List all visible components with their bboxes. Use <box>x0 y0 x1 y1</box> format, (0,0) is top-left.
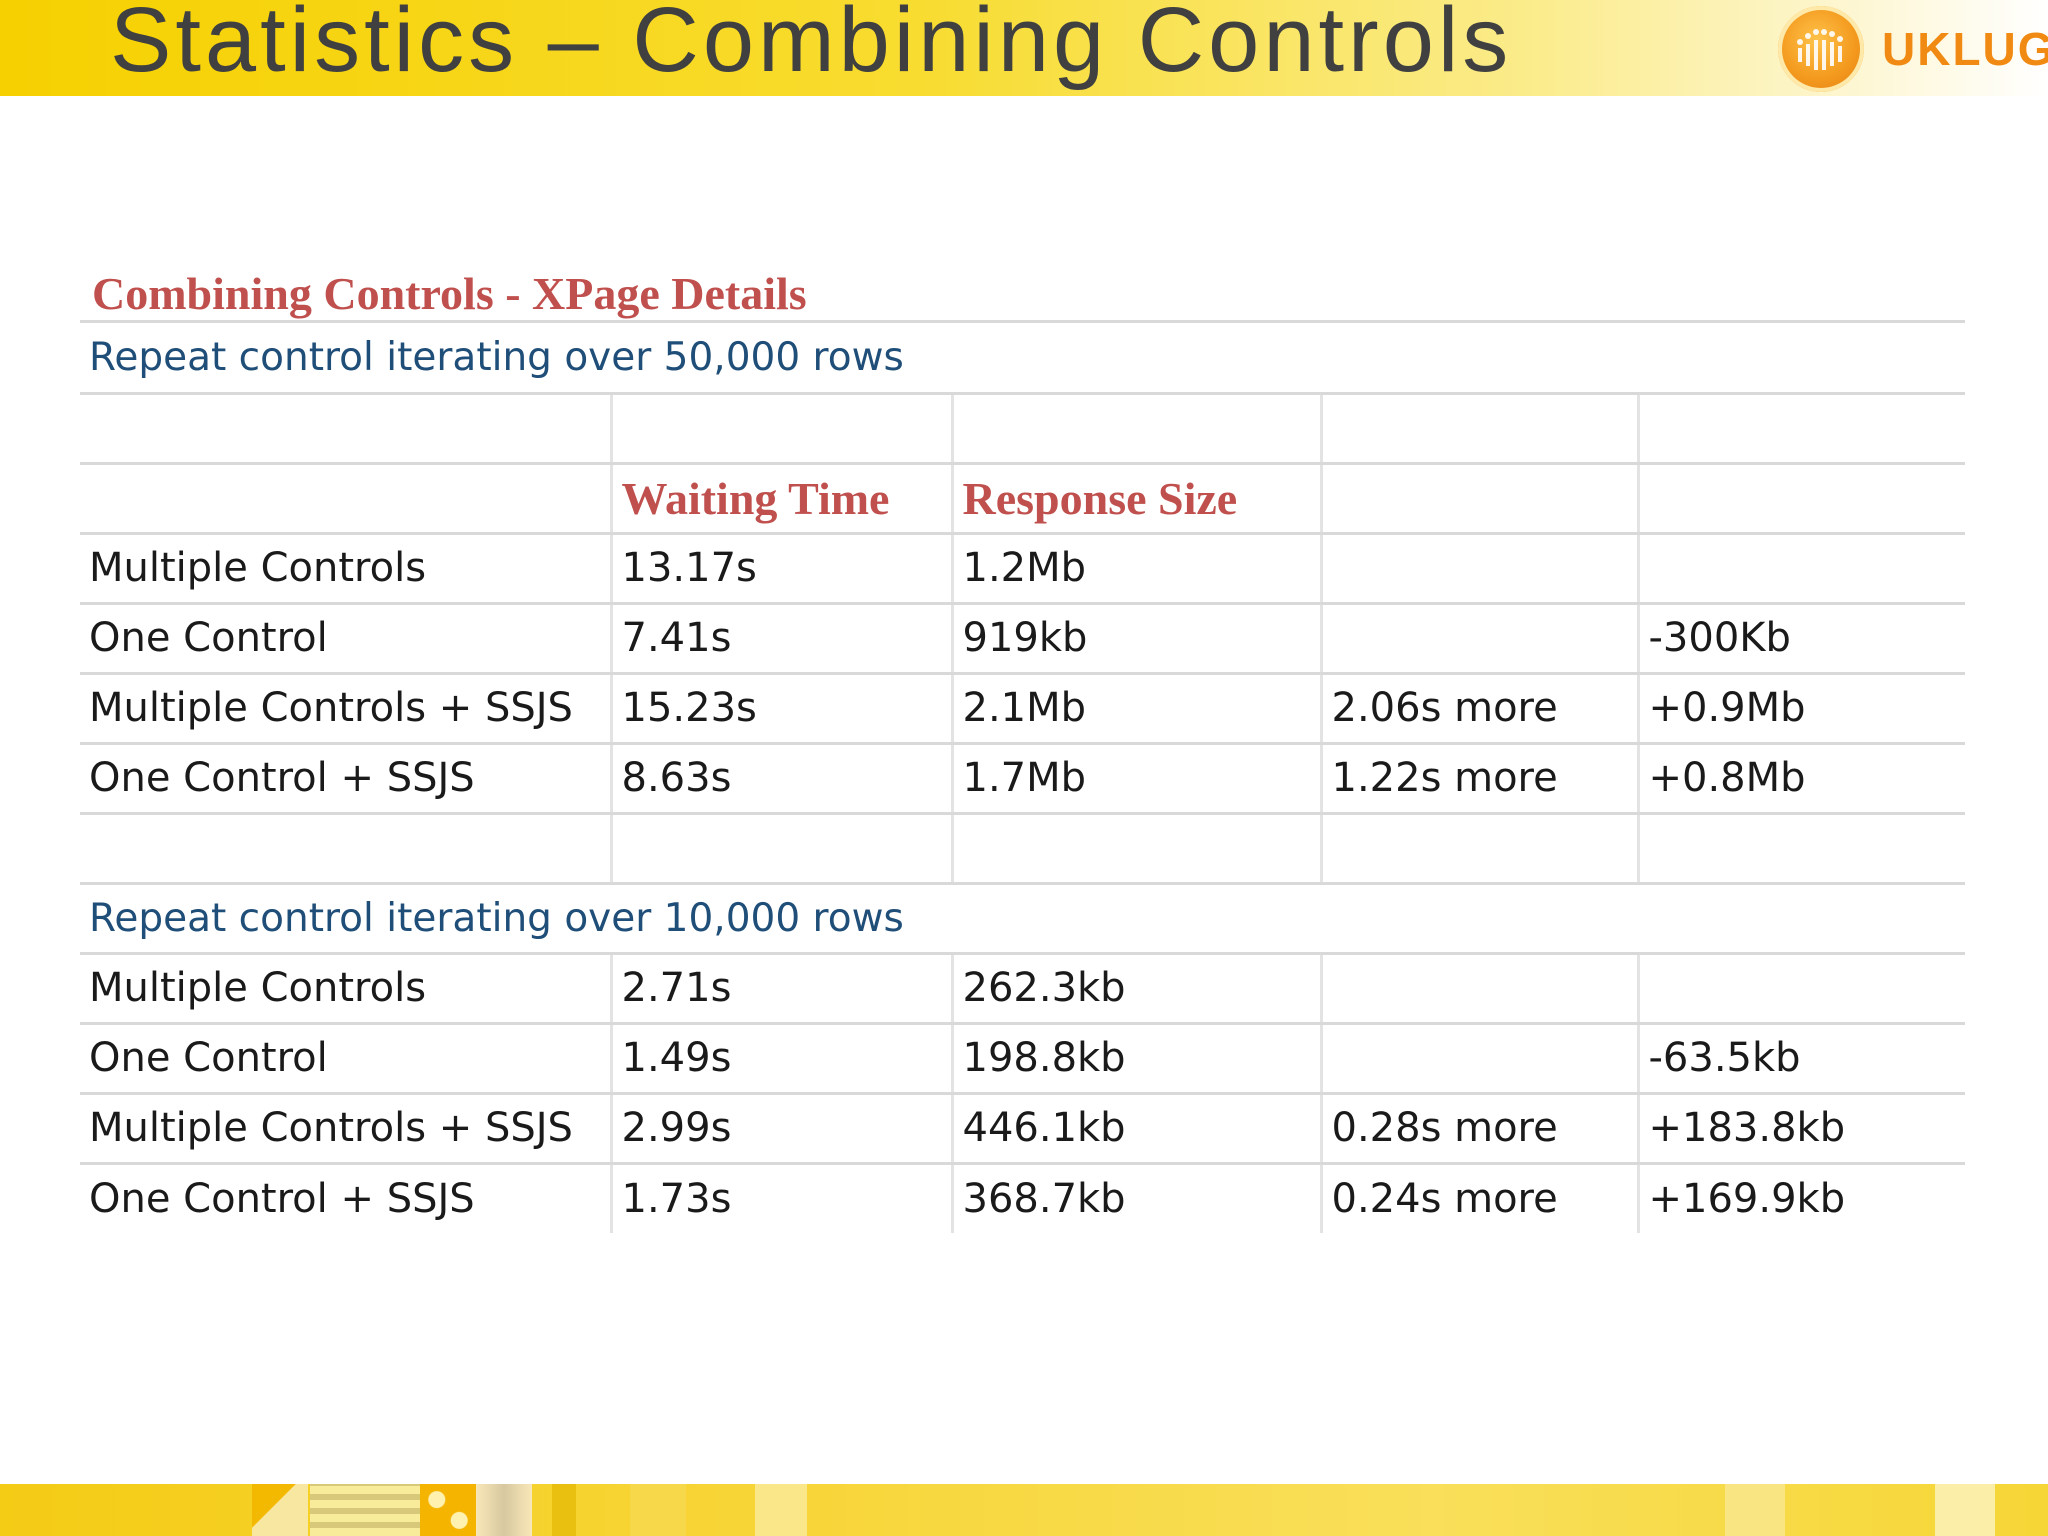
table-row: One Control + SSJS 1.73s 368.7kb 0.24s m… <box>80 1163 1966 1233</box>
footer-pattern <box>310 1484 420 1536</box>
header-cell <box>1636 463 1966 535</box>
column-header-row: Waiting Time Response Size <box>80 463 1966 535</box>
section-title: Combining Controls - XPage Details <box>80 255 1965 323</box>
row-label: One Control + SSJS <box>89 1175 475 1222</box>
size-diff-cell: +169.9kb <box>1636 1163 1966 1233</box>
waiting-time-cell: 15.23s <box>609 673 952 745</box>
details-table: Repeat control iterating over 50,000 row… <box>80 323 1966 1233</box>
slide-header: Statistics – Combining Controls UKLUG <box>0 0 2048 96</box>
header-cell <box>1319 463 1638 535</box>
time-diff-cell: 1.22s more <box>1319 743 1638 815</box>
table-row: Multiple Controls 13.17s 1.2Mb <box>80 533 1966 605</box>
header-cell <box>80 463 611 535</box>
uklug-logo-icon <box>1778 6 1864 92</box>
table-row: One Control + SSJS 8.63s 1.7Mb 1.22s mor… <box>80 743 1966 815</box>
time-diff-cell: 0.24s more <box>1319 1163 1638 1233</box>
group-label-50000: Repeat control iterating over 50,000 row… <box>80 323 1966 395</box>
footer-pattern <box>252 1484 308 1536</box>
table-row: Multiple Controls 2.71s 262.3kb <box>80 953 1966 1025</box>
response-size-cell: 198.8kb <box>950 1023 1321 1095</box>
header-waiting-time: Waiting Time <box>609 463 952 535</box>
footer-pattern <box>420 1484 476 1536</box>
blank-row <box>80 813 1966 885</box>
time-diff-cell <box>1319 953 1638 1025</box>
table-row: One Control 7.41s 919kb -300Kb <box>80 603 1966 675</box>
group-label-row: Repeat control iterating over 50,000 row… <box>80 323 1966 395</box>
group-label-10000: Repeat control iterating over 10,000 row… <box>80 883 1966 955</box>
waiting-time-cell: 2.71s <box>609 953 952 1025</box>
row-label: One Control <box>80 603 611 675</box>
row-label: Multiple Controls <box>80 953 611 1025</box>
time-diff-cell <box>1319 603 1638 675</box>
waiting-time-cell: 1.49s <box>609 1023 952 1095</box>
footer-pattern <box>755 1484 807 1536</box>
footer-pattern <box>476 1484 532 1536</box>
row-label: One Control <box>80 1023 611 1095</box>
time-diff-cell: 0.28s more <box>1319 1093 1638 1165</box>
response-size-cell: 262.3kb <box>950 953 1321 1025</box>
waiting-time-cell: 13.17s <box>609 533 952 605</box>
header-response-size: Response Size <box>950 463 1321 535</box>
waiting-time-cell: 2.99s <box>609 1093 952 1165</box>
response-size-cell: 1.2Mb <box>950 533 1321 605</box>
footer-pattern <box>630 1484 686 1536</box>
response-size-cell: 2.1Mb <box>950 673 1321 745</box>
uklug-logo: UKLUG <box>1778 6 2048 92</box>
table-row: One Control 1.49s 198.8kb -63.5kb <box>80 1023 1966 1095</box>
size-diff-cell: -300Kb <box>1636 603 1966 675</box>
waiting-time-cell: 8.63s <box>609 743 952 815</box>
size-diff-cell: -63.5kb <box>1636 1023 1966 1095</box>
size-diff-cell: +0.9Mb <box>1636 673 1966 745</box>
size-diff-cell: +183.8kb <box>1636 1093 1966 1165</box>
time-diff-cell: 2.06s more <box>1319 673 1638 745</box>
size-diff-cell: +0.8Mb <box>1636 743 1966 815</box>
table-row: Multiple Controls + SSJS 15.23s 2.1Mb 2.… <box>80 673 1966 745</box>
waiting-time-cell: 1.73s <box>609 1163 952 1233</box>
response-size-cell: 919kb <box>950 603 1321 675</box>
details-table-block: Combining Controls - XPage Details Repea… <box>80 255 1966 1233</box>
decorative-footer-strip <box>0 1484 2048 1536</box>
size-diff-cell <box>1636 953 1966 1025</box>
waiting-time-cell: 7.41s <box>609 603 952 675</box>
logo-text: UKLUG <box>1882 23 2048 75</box>
slide-title: Statistics – Combining Controls <box>110 0 1513 91</box>
footer-pattern <box>1935 1484 1995 1536</box>
response-size-cell: 446.1kb <box>950 1093 1321 1165</box>
response-size-cell: 368.7kb <box>950 1163 1321 1233</box>
blank-row <box>80 393 1966 465</box>
time-diff-cell <box>1319 1023 1638 1095</box>
group-label-row: Repeat control iterating over 10,000 row… <box>80 883 1966 955</box>
time-diff-cell <box>1319 533 1638 605</box>
row-label: Multiple Controls <box>80 533 611 605</box>
response-size-cell: 1.7Mb <box>950 743 1321 815</box>
table-row: Multiple Controls + SSJS 2.99s 446.1kb 0… <box>80 1093 1966 1165</box>
footer-pattern <box>552 1484 576 1536</box>
row-label: Multiple Controls + SSJS <box>80 673 611 745</box>
size-diff-cell <box>1636 533 1966 605</box>
row-label: One Control + SSJS <box>80 743 611 815</box>
footer-pattern <box>1725 1484 1785 1536</box>
row-label: Multiple Controls + SSJS <box>80 1093 611 1165</box>
